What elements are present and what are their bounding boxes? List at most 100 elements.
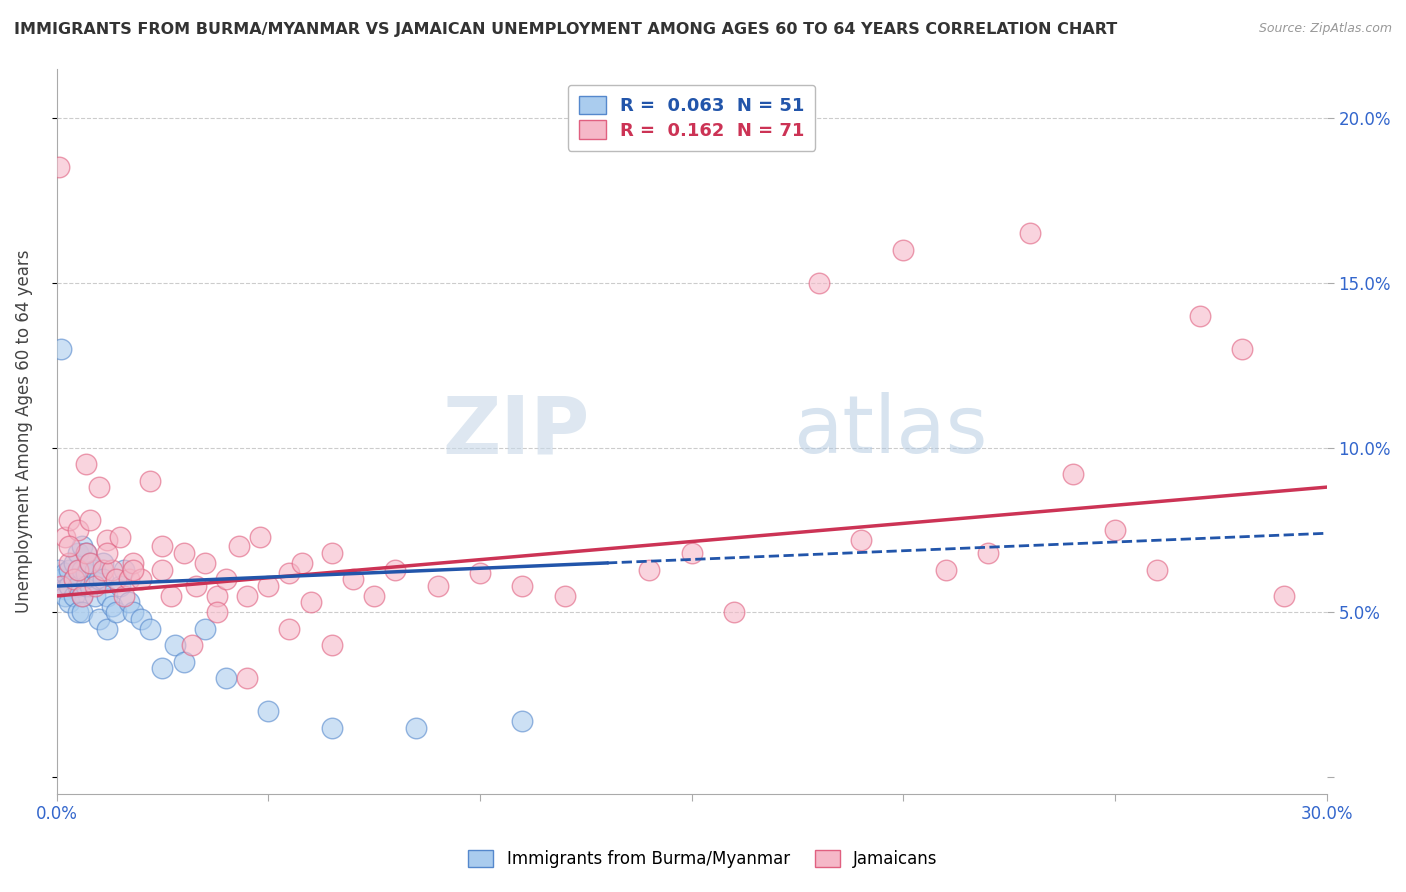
Point <box>278 566 301 580</box>
Point <box>849 533 872 547</box>
Point <box>1019 227 1042 241</box>
Y-axis label: Unemployment Among Ages 60 to 64 years: Unemployment Among Ages 60 to 64 years <box>15 250 32 613</box>
Point <box>83 562 105 576</box>
Point <box>160 589 183 603</box>
Point <box>1272 589 1295 603</box>
Point <box>186 579 208 593</box>
Point <box>1188 309 1211 323</box>
Legend: R =  0.063  N = 51, R =  0.162  N = 71: R = 0.063 N = 51, R = 0.162 N = 71 <box>568 85 815 151</box>
Text: ZIP: ZIP <box>443 392 591 470</box>
Point <box>207 589 229 603</box>
Point <box>79 556 101 570</box>
Point <box>681 546 703 560</box>
Point <box>121 556 143 570</box>
Point <box>207 606 229 620</box>
Legend: Immigrants from Burma/Myanmar, Jamaicans: Immigrants from Burma/Myanmar, Jamaicans <box>461 843 945 875</box>
Point <box>58 540 80 554</box>
Point <box>62 573 84 587</box>
Point <box>108 579 131 593</box>
Point <box>100 599 122 613</box>
Point <box>139 474 162 488</box>
Point <box>66 606 89 620</box>
Point <box>228 540 250 554</box>
Point <box>181 638 204 652</box>
Text: Source: ZipAtlas.com: Source: ZipAtlas.com <box>1258 22 1392 36</box>
Point <box>70 606 93 620</box>
Point <box>1146 562 1168 576</box>
Point <box>49 342 72 356</box>
Text: IMMIGRANTS FROM BURMA/MYANMAR VS JAMAICAN UNEMPLOYMENT AMONG AGES 60 TO 64 YEARS: IMMIGRANTS FROM BURMA/MYANMAR VS JAMAICA… <box>14 22 1118 37</box>
Point <box>977 546 1000 560</box>
Point <box>468 566 491 580</box>
Point <box>215 573 238 587</box>
Point <box>70 589 93 603</box>
Point <box>75 457 97 471</box>
Point <box>236 589 259 603</box>
Point <box>194 556 217 570</box>
Point <box>257 579 280 593</box>
Point <box>53 589 76 603</box>
Point <box>384 562 406 576</box>
Point <box>215 671 238 685</box>
Point <box>75 546 97 560</box>
Point <box>48 562 70 576</box>
Point <box>96 546 118 560</box>
Point <box>49 579 72 593</box>
Point <box>66 546 89 560</box>
Point <box>58 579 80 593</box>
Point <box>291 556 314 570</box>
Point <box>66 562 89 576</box>
Point <box>121 562 143 576</box>
Point <box>194 622 217 636</box>
Point <box>321 638 343 652</box>
Point <box>510 714 533 728</box>
Point <box>79 579 101 593</box>
Point <box>236 671 259 685</box>
Point <box>935 562 957 576</box>
Point <box>53 530 76 544</box>
Point <box>70 562 93 576</box>
Point <box>100 562 122 576</box>
Point <box>96 533 118 547</box>
Point <box>53 566 76 580</box>
Point <box>121 606 143 620</box>
Point <box>91 573 114 587</box>
Point <box>554 589 576 603</box>
Point <box>70 589 93 603</box>
Point <box>49 573 72 587</box>
Point <box>807 276 830 290</box>
Point <box>117 573 139 587</box>
Point <box>75 566 97 580</box>
Point <box>58 556 80 570</box>
Point <box>96 622 118 636</box>
Point <box>91 562 114 576</box>
Point <box>278 622 301 636</box>
Point <box>79 556 101 570</box>
Point <box>112 589 135 603</box>
Point <box>363 589 385 603</box>
Point <box>723 606 745 620</box>
Point <box>405 721 427 735</box>
Point <box>321 546 343 560</box>
Point <box>299 595 322 609</box>
Point <box>104 606 127 620</box>
Point <box>1104 523 1126 537</box>
Point <box>79 513 101 527</box>
Point <box>83 579 105 593</box>
Point <box>152 661 174 675</box>
Point <box>91 556 114 570</box>
Point <box>891 243 914 257</box>
Point <box>342 573 364 587</box>
Point <box>321 721 343 735</box>
Text: atlas: atlas <box>793 392 987 470</box>
Point <box>104 573 127 587</box>
Point <box>66 523 89 537</box>
Point <box>152 562 174 576</box>
Point <box>152 540 174 554</box>
Point <box>58 562 80 576</box>
Point <box>48 161 70 175</box>
Point <box>87 480 110 494</box>
Point <box>62 556 84 570</box>
Point <box>75 579 97 593</box>
Point <box>58 513 80 527</box>
